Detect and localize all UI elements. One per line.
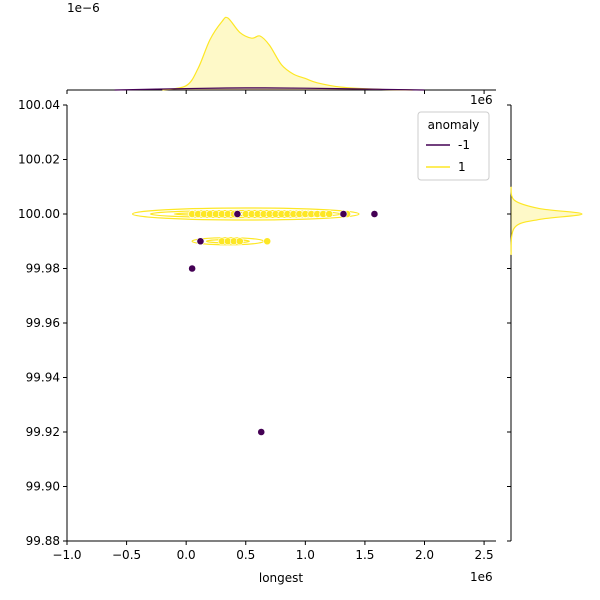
x-tick-label: 0.5 [236,548,255,562]
top-offset-label: 1e−6 [67,1,100,15]
legend-box [417,111,490,181]
x-tick-label: 0.0 [177,548,196,562]
scatter-point [235,237,244,246]
scatter-point [339,210,348,218]
kde-x-fill-1 [162,17,413,90]
scatter-point [263,237,272,246]
kde-y-fill-1 [511,186,582,255]
x-tick-label: 1.5 [355,548,374,562]
y-tick-label: 99.98 [26,262,60,276]
kde-y-line-1 [510,186,583,255]
y-offset-label: 1e6 [470,93,493,107]
kde-x-fill-neg1 [114,87,425,90]
scatter-point [325,210,334,218]
legend-label: -1 [458,138,470,152]
legend-title: anomaly [428,118,480,132]
y-tick-label: 99.90 [26,480,60,494]
y-tick-label: 100.04 [18,98,60,112]
scatter-points [188,210,379,436]
scatter-point [370,210,379,218]
scatter-point [196,237,205,246]
y-tick-label: 100.00 [18,207,60,221]
kde-contour [131,207,360,221]
x-tick-label: −0.5 [112,548,141,562]
right-marginal-kde [507,104,583,542]
axes: −1.0 −0.5 0.0 0.5 1.0 1.5 2.0 2.5 99.88 99.90 99.9… [18,98,496,562]
scatter-point [188,264,197,273]
legend: anomaly -1 1 [417,111,490,181]
scatter-point [257,428,266,436]
y-tick-label: 99.92 [26,425,60,439]
x-tick-label: 2.5 [475,548,494,562]
x-tick-label: 1.0 [296,548,315,562]
x-axis-label: longest [259,571,304,585]
y-tick-label: 100.02 [18,153,60,167]
legend-label: 1 [458,160,466,174]
x-tick-label: 2.0 [415,548,434,562]
y-tick-label: 99.94 [26,371,60,385]
kde-x-line-neg1 [114,87,425,91]
y-tick-label: 99.88 [26,534,60,548]
top-marginal-kde [66,16,496,94]
x-tick-label: −1.0 [52,548,81,562]
scatter-point [233,210,242,218]
y-tick-label: 99.96 [26,316,60,330]
kde-x-line-1 [162,16,413,91]
x-offset-label: 1e6 [470,570,493,584]
